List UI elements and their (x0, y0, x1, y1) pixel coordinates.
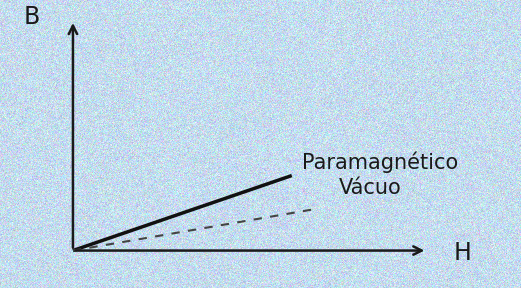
Text: B: B (23, 5, 40, 29)
Text: H: H (453, 241, 471, 266)
Text: Vácuo: Vácuo (339, 178, 401, 198)
Text: Paramagnético: Paramagnético (302, 151, 458, 173)
